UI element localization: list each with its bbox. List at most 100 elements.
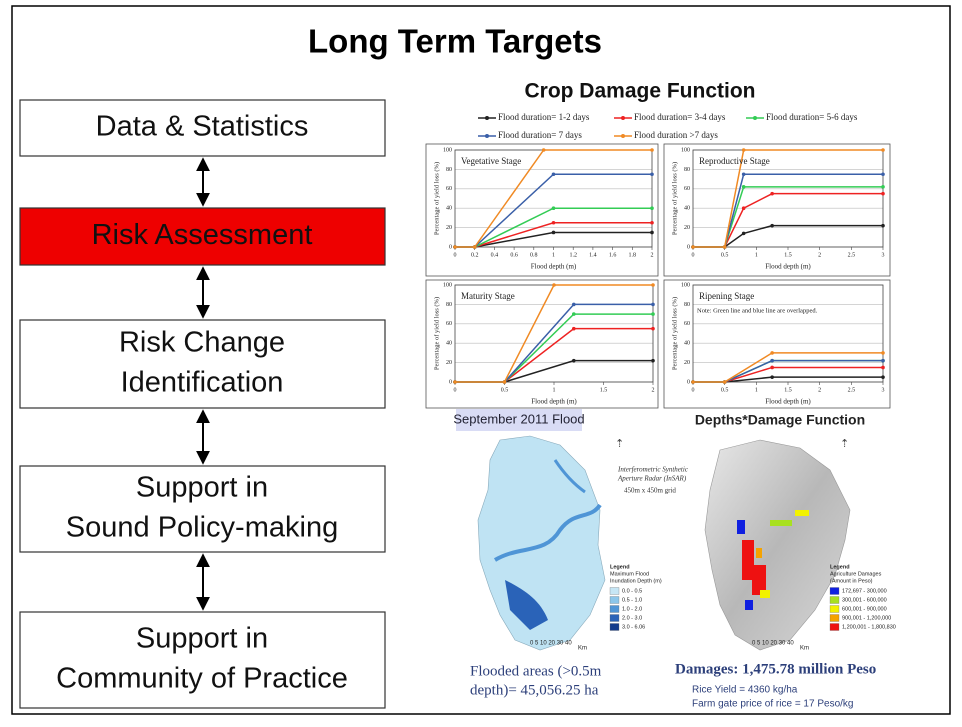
- data-point: [723, 245, 727, 249]
- data-point: [770, 224, 774, 228]
- x-tick-label: 3: [882, 252, 885, 258]
- legend-label: Flood duration= 3-4 days: [634, 112, 726, 122]
- map-basin: [705, 440, 850, 650]
- data-point: [542, 148, 546, 152]
- x-tick-label: 0.5: [721, 252, 729, 258]
- north-arrow: ⇡: [840, 438, 849, 450]
- y-tick-label: 40: [446, 206, 452, 212]
- x-tick-label: 0.2: [471, 252, 479, 258]
- x-tick-label: 2.5: [848, 387, 856, 393]
- slide-title: Long Term Targets: [308, 23, 602, 60]
- x-tick-label: 1.5: [784, 387, 792, 393]
- map-legend-title: Agriculture Damages: [830, 571, 882, 577]
- map-legend: LegendAgriculture Damages(Amount in Peso…: [830, 564, 896, 630]
- y-tick-label: 60: [684, 321, 690, 327]
- data-point: [650, 172, 654, 176]
- panel-frame: [664, 144, 890, 276]
- data-point: [552, 283, 556, 287]
- y-axis-label: Percentage of yield loss (%): [671, 297, 678, 370]
- y-tick-label: 80: [684, 302, 690, 308]
- x-tick-label: 0: [454, 387, 457, 393]
- y-axis-label: Percentage of yield loss (%): [433, 162, 440, 235]
- x-tick-label: 1: [553, 387, 556, 393]
- y-tick-label: 80: [684, 167, 690, 173]
- x-tick-label: 1.2: [569, 252, 577, 258]
- legend-label: Flood duration= 5-6 days: [766, 112, 858, 122]
- map-legend-label: 300,001 - 600,000: [842, 597, 887, 603]
- data-point: [552, 231, 556, 235]
- data-point: [881, 375, 885, 379]
- y-tick-label: 60: [684, 186, 690, 192]
- legend-marker: [621, 116, 625, 120]
- map-legend-swatch: [610, 624, 619, 631]
- map-legend-label: 0.0 - 0.5: [622, 588, 642, 594]
- data-point: [572, 303, 576, 307]
- map-legend-label: 600,001 - 900,000: [842, 606, 887, 612]
- data-point: [453, 380, 457, 384]
- x-tick-label: 2: [652, 387, 655, 393]
- data-point: [453, 245, 457, 249]
- flow-box-label: Data & Statistics: [96, 111, 309, 143]
- y-tick-label: 80: [446, 167, 452, 173]
- map-legend-title: (Amount in Peso): [830, 578, 873, 584]
- data-point: [691, 380, 695, 384]
- data-point: [881, 185, 885, 189]
- y-tick-label: 60: [446, 321, 452, 327]
- flow-box-label: Risk Assessment: [92, 219, 313, 251]
- map-note: Rice Yield = 4360 kg/ha: [692, 685, 798, 696]
- x-tick-label: 1: [755, 387, 758, 393]
- panel-note: Note: Green line and blue line are overl…: [697, 307, 818, 314]
- legend: Flood duration= 1-2 days Flood duration= …: [478, 112, 858, 140]
- map-legend-title: Inundation Depth (m): [610, 578, 662, 584]
- map-legend-swatch: [610, 597, 619, 604]
- x-tick-label: 0.4: [491, 252, 499, 258]
- data-point: [770, 351, 774, 355]
- x-axis-label: Flood depth (m): [531, 263, 577, 271]
- data-point: [650, 231, 654, 235]
- y-tick-label: 0: [687, 379, 690, 385]
- map-legend-swatch: [610, 588, 619, 595]
- data-point: [473, 245, 477, 249]
- y-tick-label: 20: [684, 225, 690, 231]
- data-point: [650, 148, 654, 152]
- flow-box-label: Support in: [136, 472, 268, 504]
- data-point: [881, 351, 885, 355]
- data-point: [742, 148, 746, 152]
- map-legend-title: Legend: [610, 564, 630, 570]
- y-tick-label: 40: [684, 206, 690, 212]
- y-tick-label: 80: [446, 302, 452, 308]
- map-legend-title: Maximum Flood: [610, 571, 649, 577]
- chart-panel: 02040608010000.511.522.53Flood depth (m)…: [664, 280, 890, 408]
- x-tick-label: 0: [454, 252, 457, 258]
- data-point: [651, 359, 655, 363]
- map-legend-label: 1.0 - 2.0: [622, 606, 642, 612]
- data-point: [770, 359, 774, 363]
- legend-label: Flood duration= 1-2 days: [498, 112, 590, 122]
- legend-label: Flood duration >7 days: [634, 130, 718, 140]
- map-legend: LegendMaximum FloodInundation Depth (m) 0…: [610, 564, 662, 630]
- flow-box-label: Sound Policy-making: [66, 512, 338, 544]
- map-legend-label: 3.0 - 6.06: [622, 624, 645, 630]
- map-legend-label: 2.0 - 3.0: [622, 615, 642, 621]
- y-tick-label: 100: [443, 147, 452, 153]
- map-title: Depths*Damage Function: [695, 412, 865, 428]
- legend-marker: [621, 134, 625, 138]
- chart-panel: 02040608010000.20.40.60.811.21.41.61.82F…: [426, 144, 658, 276]
- data-point: [770, 375, 774, 379]
- flow-box-label: Identification: [121, 367, 284, 399]
- map-legend-swatch: [830, 615, 839, 622]
- x-tick-label: 1.5: [600, 387, 608, 393]
- x-tick-label: 1.6: [609, 252, 617, 258]
- map-legend-label: 900,001 - 1,200,000: [842, 615, 891, 621]
- panel-title: Vegetative Stage: [461, 156, 521, 166]
- y-tick-label: 20: [446, 225, 452, 231]
- map-legend-swatch: [830, 606, 839, 613]
- y-tick-label: 20: [446, 360, 452, 366]
- map-caption: depth)= 45,056.25 ha: [470, 682, 599, 698]
- legend-marker: [485, 116, 489, 120]
- legend-label: Flood duration= 7 days: [498, 130, 582, 140]
- data-point: [650, 206, 654, 210]
- x-tick-label: 0.5: [721, 387, 729, 393]
